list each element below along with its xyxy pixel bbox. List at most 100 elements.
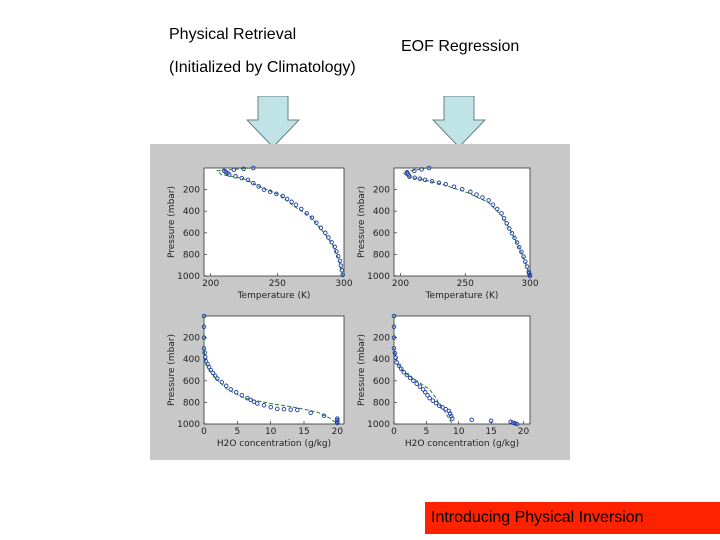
data-point-top-right (524, 264, 530, 269)
data-point-bottom-left (261, 403, 267, 408)
data-point-top-right (486, 198, 491, 203)
y-tick-label: 200 (183, 334, 200, 344)
data-point-bottom-left (228, 387, 233, 392)
data-point-top-left (299, 206, 304, 212)
data-point-bottom-left (295, 407, 300, 413)
x-tick-label: 250 (269, 279, 286, 289)
data-point-top-left (318, 225, 324, 231)
data-point-top-right (512, 235, 517, 241)
data-point-bottom-right (443, 406, 449, 412)
data-point-bottom-left (223, 383, 229, 389)
data-point-top-right (499, 211, 504, 216)
data-point-bottom-right (510, 420, 515, 425)
x-tick-label: 15 (485, 427, 496, 437)
data-point-bottom-left (208, 367, 213, 373)
right-title: EOF Regression (401, 38, 520, 55)
data-point-bottom-right (417, 384, 423, 389)
data-point-bottom-left (201, 346, 207, 351)
data-point-bottom-left (321, 413, 327, 418)
x-tick-label: 10 (453, 427, 465, 437)
data-point-bottom-left (248, 397, 253, 403)
data-point-bottom-left (255, 401, 260, 406)
data-point-bottom-left (219, 379, 225, 385)
data-point-top-right (412, 168, 417, 174)
data-point-bottom-right (447, 411, 453, 416)
data-point-top-right (422, 177, 428, 183)
data-point-bottom-left (201, 313, 207, 319)
data-point-top-left (280, 193, 285, 199)
data-point-bottom-right (401, 369, 406, 375)
data-point-top-right (419, 167, 424, 172)
data-point-bottom-right (414, 381, 419, 386)
data-point-top-left (293, 202, 299, 207)
x-axis-label: Temperature (K) (425, 291, 499, 301)
data-point-top-right (468, 189, 473, 195)
data-point-bottom-left (215, 376, 220, 381)
y-tick-label: 600 (183, 377, 200, 387)
data-point-top-left (337, 258, 343, 264)
data-point-bottom-right (391, 346, 397, 351)
data-point-top-right (501, 216, 507, 221)
data-point-bottom-right (407, 375, 413, 381)
x-tick-label: 200 (202, 279, 219, 289)
y-tick-label: 600 (183, 229, 200, 239)
data-point-top-right (514, 240, 520, 245)
left-title-line-1: Physical Retrieval (169, 26, 297, 43)
y-tick-label: 200 (183, 186, 200, 196)
data-point-bottom-right (391, 335, 397, 340)
data-point-top-right (504, 221, 509, 226)
y-tick-label: 800 (183, 250, 200, 260)
y-tick-label: 1000 (177, 272, 200, 282)
y-tick-label: 800 (373, 250, 390, 260)
data-point-top-right (459, 186, 465, 192)
data-point-bottom-right (440, 405, 445, 410)
data-point-top-left (334, 249, 339, 254)
data-point-top-left (332, 244, 337, 250)
y-tick-label: 800 (373, 398, 390, 408)
data-point-bottom-right (394, 360, 399, 365)
data-point-top-left (274, 191, 279, 197)
data-point-top-left (227, 172, 232, 177)
data-point-top-right (507, 226, 512, 231)
data-point-top-right (490, 202, 496, 207)
y-tick-label: 200 (373, 186, 390, 196)
data-point-top-right (494, 206, 500, 212)
data-point-top-left (323, 230, 328, 236)
data-point-bottom-right (514, 421, 520, 427)
data-point-bottom-right (437, 403, 442, 408)
data-point-bottom-left (335, 416, 340, 421)
data-point-bottom-left (275, 406, 280, 412)
y-tick-label: 400 (373, 355, 390, 365)
data-point-top-right (521, 254, 526, 259)
data-point-bottom-left (245, 395, 250, 401)
data-point-top-right (412, 175, 417, 180)
data-point-top-right (516, 244, 522, 250)
data-point-top-left (289, 199, 294, 205)
data-point-top-left (338, 263, 344, 268)
data-point-bottom-left (308, 410, 313, 416)
data-point-bottom-right (404, 372, 410, 378)
data-point-top-left (304, 211, 309, 216)
data-point-top-right (523, 259, 528, 264)
x-tick-label: 300 (521, 279, 538, 289)
x-tick-label: 20 (518, 427, 530, 437)
y-tick-label: 1000 (367, 272, 390, 282)
data-point-top-right (407, 174, 412, 179)
x-tick-label: 5 (424, 427, 430, 437)
data-point-top-right (519, 249, 524, 255)
data-point-top-right (443, 181, 449, 187)
data-point-top-left (267, 189, 273, 195)
y-axis-label: Pressure (mbar) (357, 334, 367, 406)
y-tick-label: 800 (183, 398, 200, 408)
data-point-bottom-left (268, 404, 273, 410)
data-point-top-right (451, 184, 457, 189)
y-tick-label: 600 (373, 229, 390, 239)
data-point-bottom-left (201, 335, 207, 340)
data-point-bottom-right (427, 395, 432, 401)
data-point-top-right (429, 179, 435, 184)
data-point-bottom-right (448, 413, 454, 419)
figure-panel: 200 400 600 800 1000 200 250 300 Temperature (K)… (150, 144, 570, 460)
x-tick-label: 0 (391, 427, 397, 437)
y-tick-label: 600 (373, 377, 390, 387)
data-point-bottom-right (411, 378, 416, 384)
